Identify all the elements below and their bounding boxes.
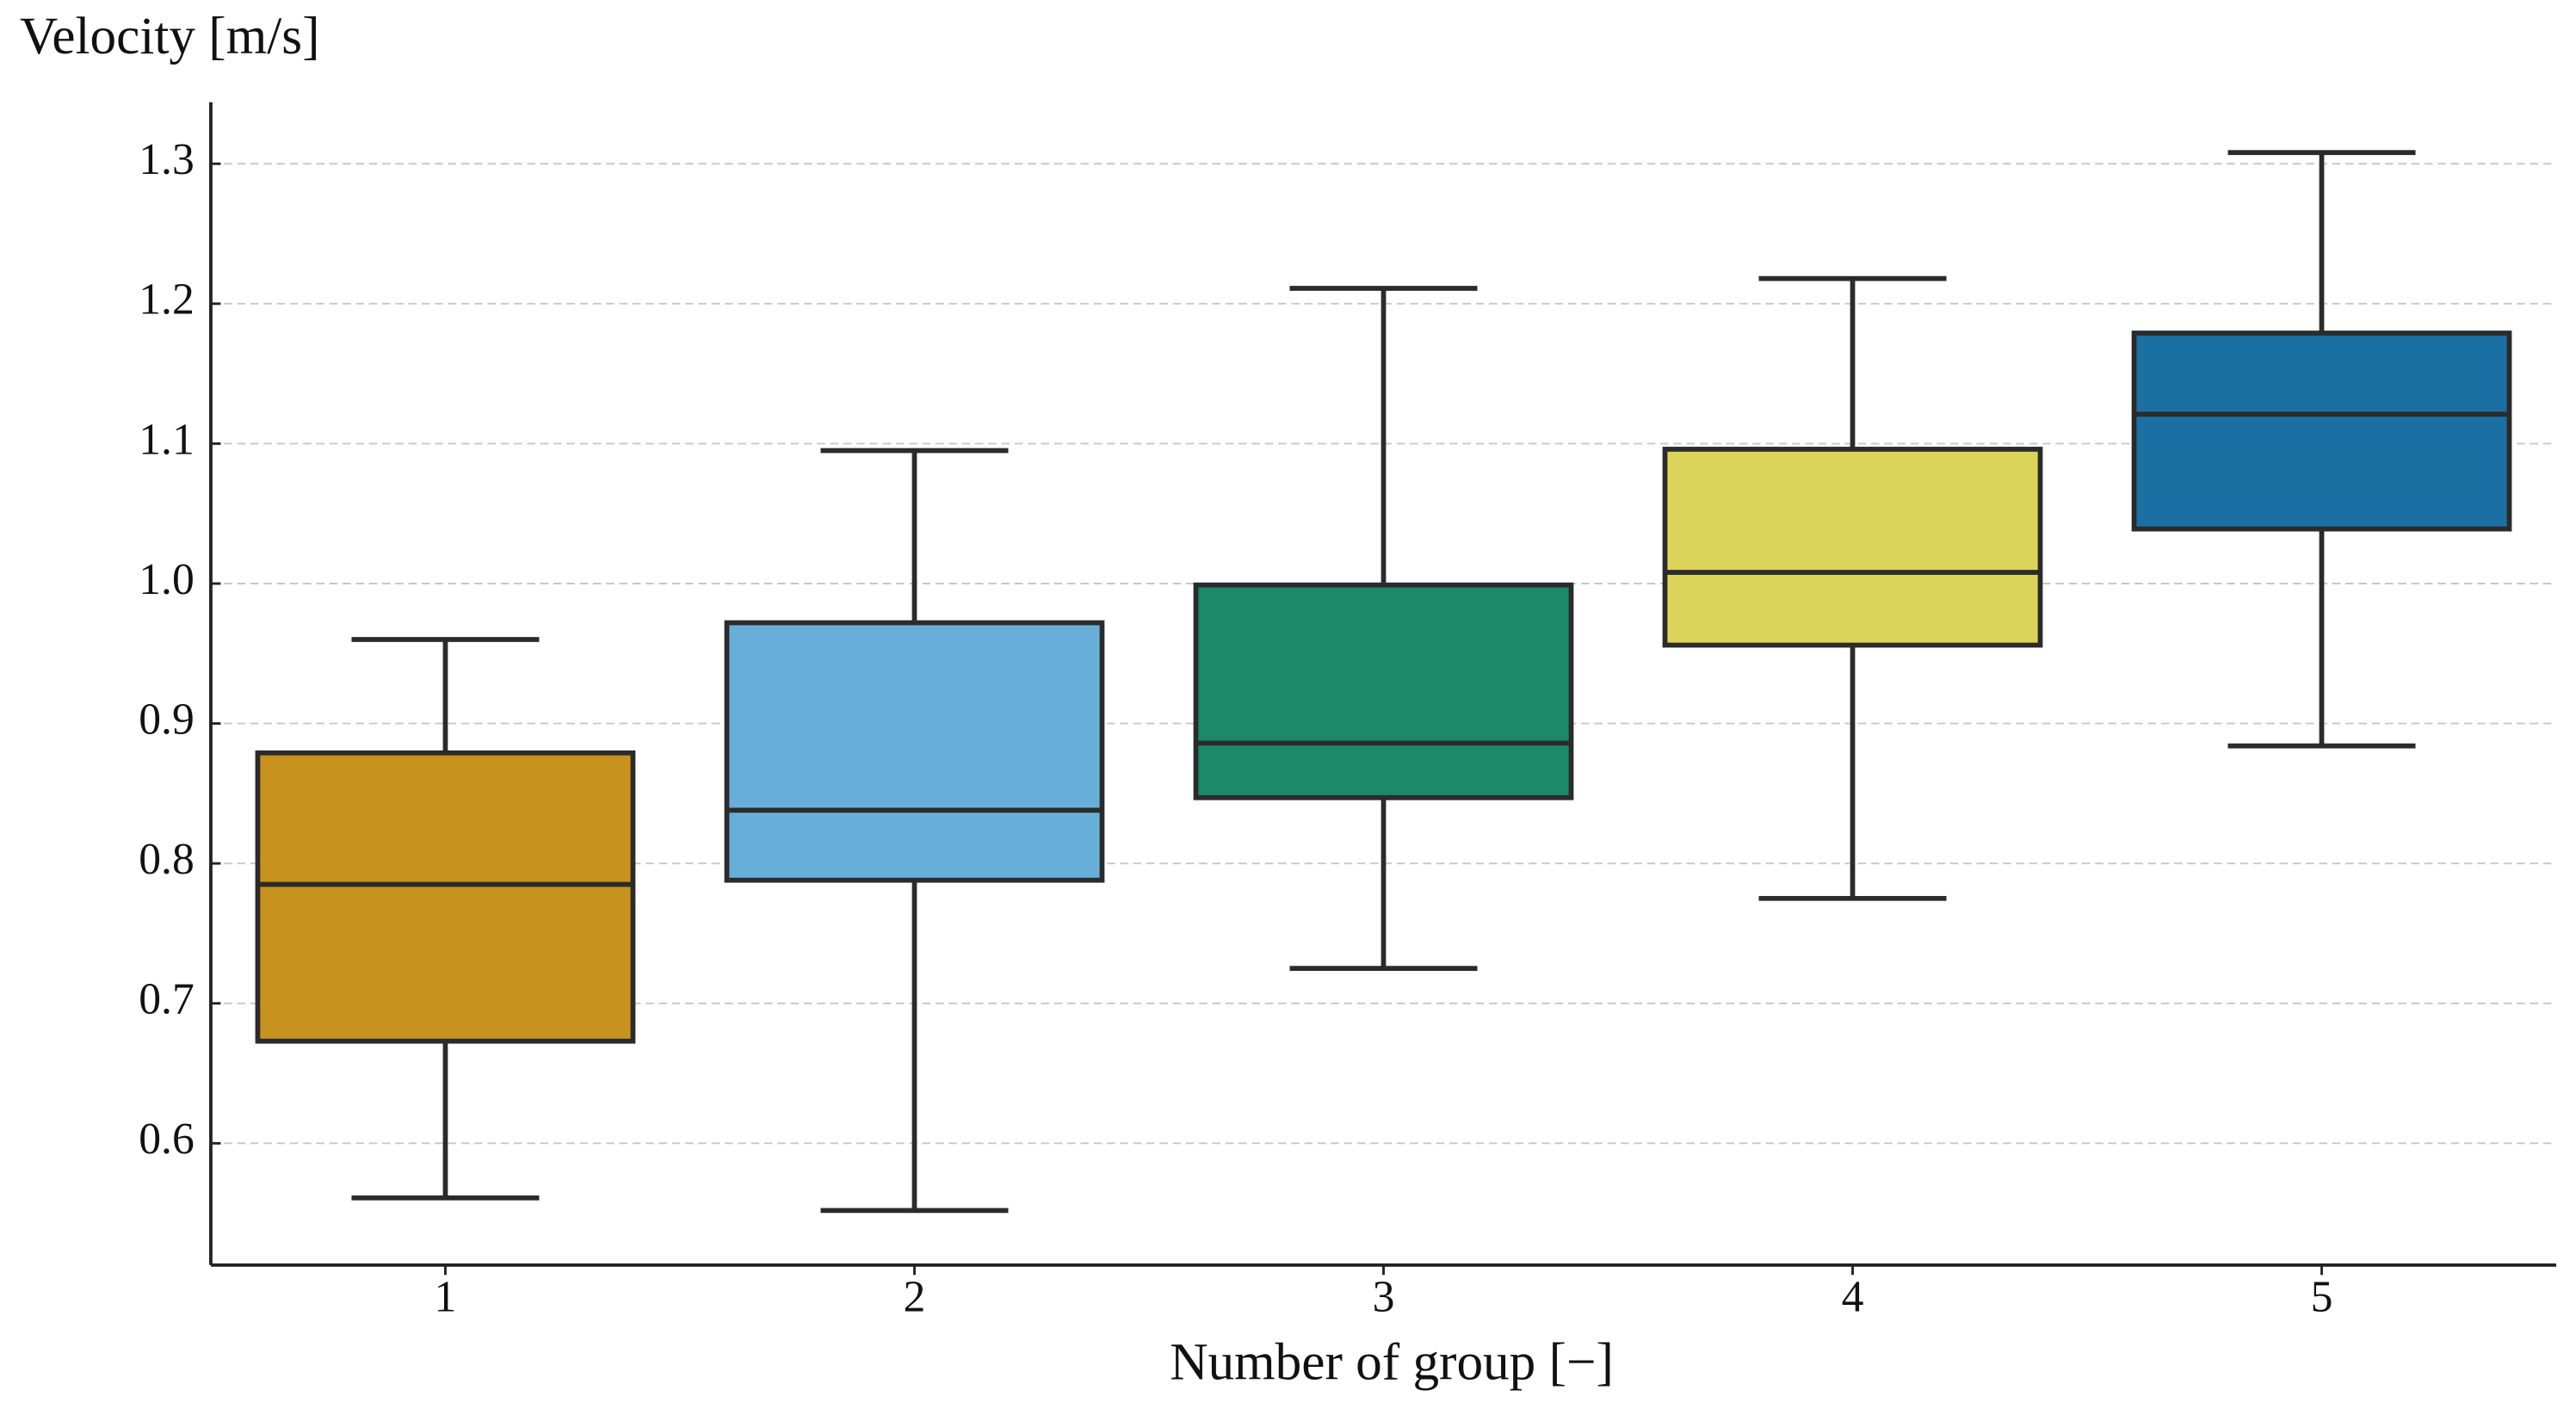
y-axis-label: Velocity [m/s]	[20, 7, 320, 65]
y-tick-label: 1.0	[139, 555, 195, 604]
x-tick-label: 1	[435, 1273, 457, 1322]
y-tick-label: 0.8	[139, 835, 195, 884]
y-tick-label: 1.2	[139, 275, 195, 324]
box	[724, 620, 1105, 883]
x-axis-label: Number of group [−]	[1170, 1332, 1614, 1391]
box	[2131, 331, 2512, 532]
y-tick-label: 0.7	[139, 975, 195, 1024]
box	[1662, 447, 2043, 648]
y-tick-label: 0.6	[139, 1115, 195, 1164]
x-tick-label: 2	[904, 1273, 926, 1322]
y-tick-label: 1.1	[139, 415, 195, 464]
box	[1193, 582, 1574, 800]
y-tick-label: 1.3	[139, 135, 195, 184]
x-tick-label: 4	[1842, 1273, 1864, 1322]
x-tick-label: 5	[2311, 1273, 2333, 1322]
y-tick-label: 0.9	[139, 695, 195, 744]
box	[255, 750, 636, 1044]
x-tick-label: 3	[1373, 1273, 1395, 1322]
